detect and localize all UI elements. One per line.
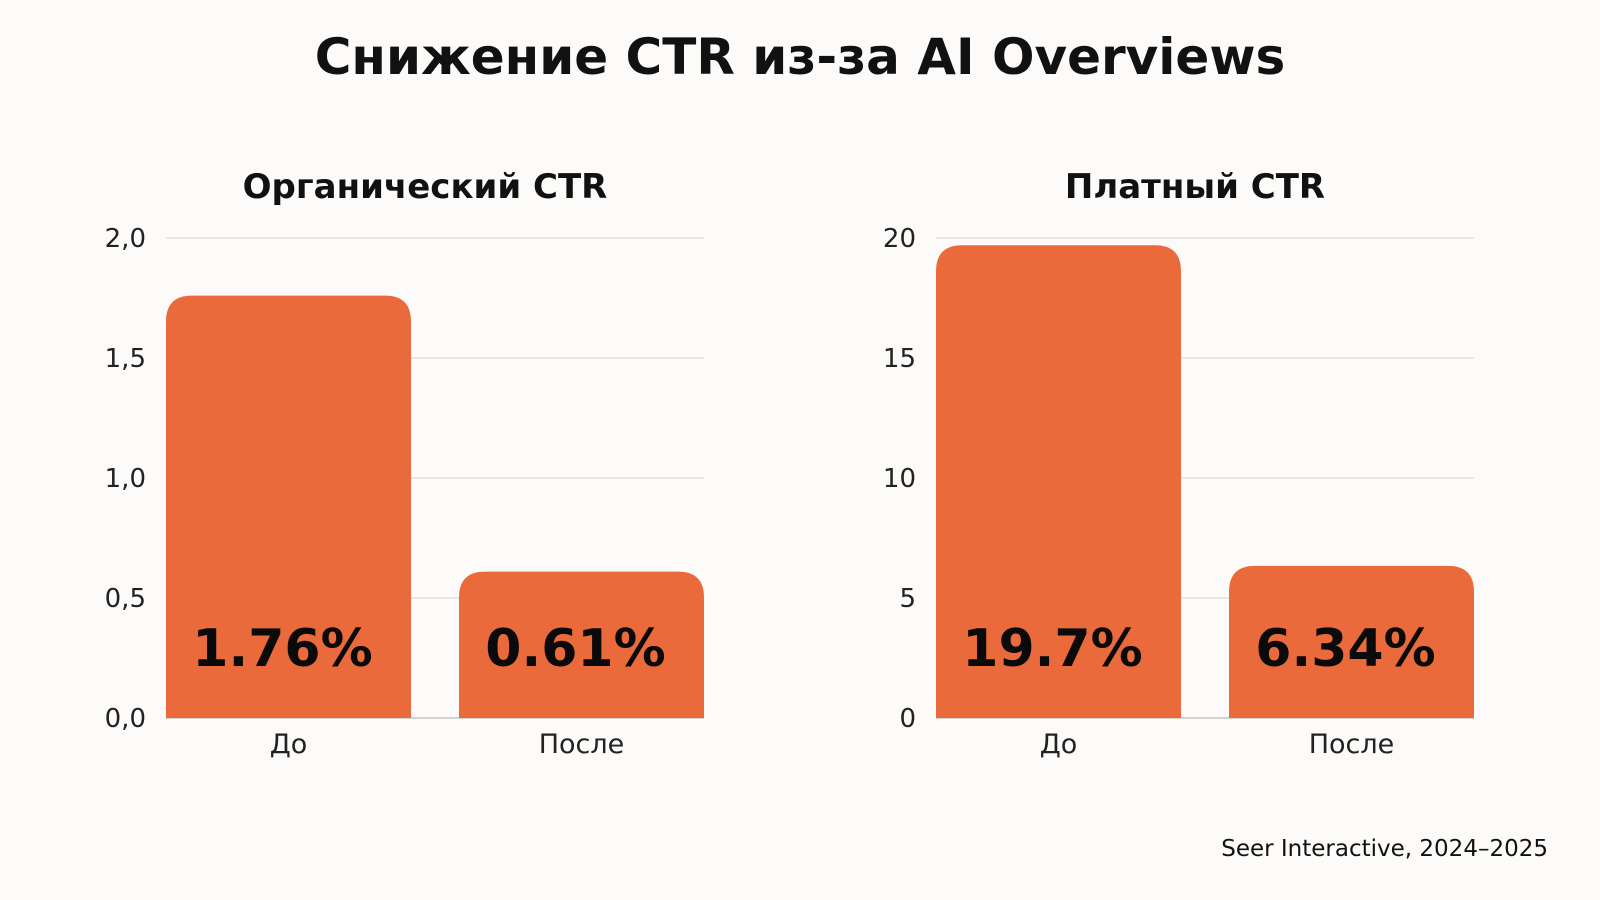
chart-1-bar-0 xyxy=(936,245,1181,718)
page-title: Снижение CTR из-за AI Overviews xyxy=(314,28,1286,86)
chart-0-y-tick-label: 0,5 xyxy=(105,584,146,614)
chart-1-y-tick-label: 5 xyxy=(899,584,916,614)
chart-1-category-label-1: После xyxy=(1309,729,1395,760)
chart-1-category-label-0: До xyxy=(1040,729,1078,760)
chart-0-category-label-1: После xyxy=(539,729,625,760)
chart-0-y-tick-label: 2,0 xyxy=(105,224,146,254)
chart-1-value-label-0: 19.7% xyxy=(962,619,1142,679)
chart-0-value-label-1: 0.61% xyxy=(485,619,665,679)
chart-0-y-tick-label: 1,0 xyxy=(105,464,146,494)
chart-0-bar-0 xyxy=(166,295,411,718)
chart-0-subtitle: Органический CTR xyxy=(243,167,608,207)
chart-paid-ctr: Платный CTR 0 5 10 15 20 19.7% До 6.34% После xyxy=(883,167,1474,760)
source-note: Seer Interactive, 2024–2025 xyxy=(1221,836,1548,862)
chart-0-bar-1 xyxy=(459,571,704,718)
chart-1-y-tick-label: 20 xyxy=(883,224,916,254)
chart-0-value-label-0: 1.76% xyxy=(192,619,372,679)
chart-1-value-label-1: 6.34% xyxy=(1255,619,1435,679)
chart-0-y-tick-label: 0,0 xyxy=(105,704,146,734)
chart-1-subtitle: Платный CTR xyxy=(1065,167,1325,207)
chart-0-y-tick-label: 1,5 xyxy=(105,344,146,374)
chart-0-category-label-0: До xyxy=(270,729,308,760)
chart-1-y-tick-label: 15 xyxy=(883,344,916,374)
chart-1-y-tick-label: 10 xyxy=(883,464,916,494)
chart-1-bar-1 xyxy=(1229,565,1474,718)
chart-organic-ctr: Органический CTR 0,0 0,5 1,0 1,5 2,0 1.76% До 0.… xyxy=(105,167,704,760)
chart-1-y-tick-label: 0 xyxy=(899,704,916,734)
